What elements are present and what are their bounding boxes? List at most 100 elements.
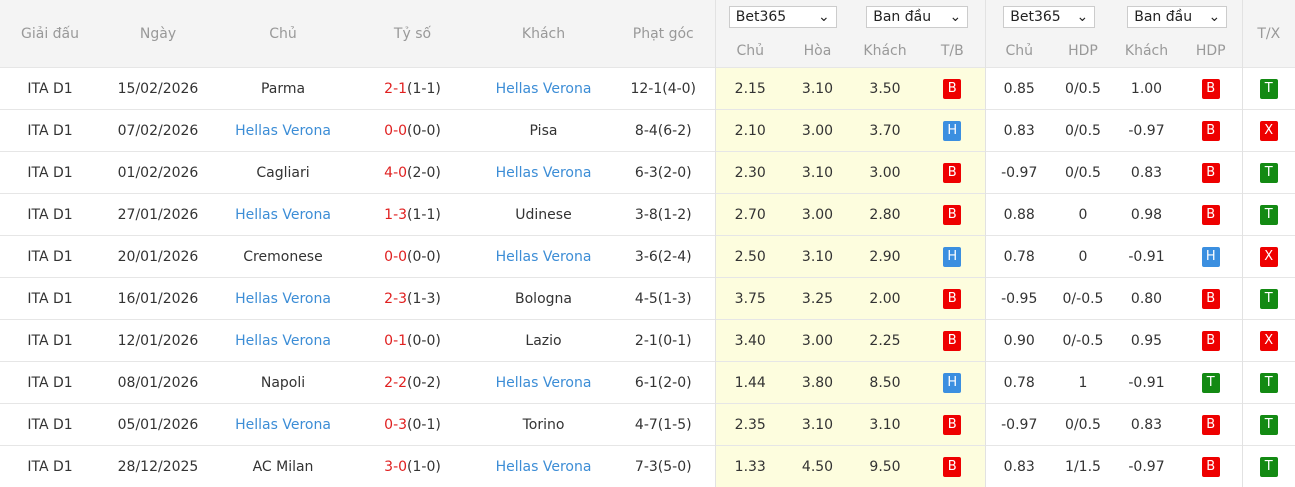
home-team[interactable]: AC Milan bbox=[216, 446, 350, 487]
odds-result-badge: B bbox=[943, 163, 961, 183]
home-team[interactable]: Cagliari bbox=[216, 152, 350, 194]
half-time-score: (0-0) bbox=[407, 333, 441, 349]
header-odds-draw: Hòa bbox=[785, 34, 850, 68]
hdp-result: B bbox=[1180, 68, 1242, 110]
score[interactable]: 4-0(2-0) bbox=[350, 152, 475, 194]
corners: 3-6(2-4) bbox=[612, 236, 715, 278]
match-row[interactable]: ITA D1 12/01/2026 Hellas Verona 0-1(0-0)… bbox=[0, 320, 1295, 362]
home-team[interactable]: Hellas Verona bbox=[216, 194, 350, 236]
match-row[interactable]: ITA D1 01/02/2026 Cagliari 4-0(2-0) Hell… bbox=[0, 152, 1295, 194]
date: 05/01/2026 bbox=[100, 404, 216, 446]
date: 16/01/2026 bbox=[100, 278, 216, 320]
odds-away: 9.50 bbox=[850, 446, 920, 487]
match-row[interactable]: ITA D1 20/01/2026 Cremonese 0-0(0-0) Hel… bbox=[0, 236, 1295, 278]
home-team[interactable]: Napoli bbox=[216, 362, 350, 404]
match-row[interactable]: ITA D1 07/02/2026 Hellas Verona 0-0(0-0)… bbox=[0, 110, 1295, 152]
ou-result: T bbox=[1242, 278, 1295, 320]
away-team[interactable]: Torino bbox=[475, 404, 612, 446]
hdp-line: 1 bbox=[1053, 362, 1113, 404]
match-row[interactable]: ITA D1 28/12/2025 AC Milan 3-0(1-0) Hell… bbox=[0, 446, 1295, 487]
corners: 12-1(4-0) bbox=[612, 68, 715, 110]
score[interactable]: 2-1(1-1) bbox=[350, 68, 475, 110]
odds-bookmaker-value: Bet365 bbox=[736, 9, 786, 25]
hdp-type-value: Ban đầu bbox=[1134, 9, 1192, 25]
header-odds-result: T/B bbox=[920, 34, 985, 68]
away-team[interactable]: Pisa bbox=[475, 110, 612, 152]
odds-result-badge: B bbox=[943, 205, 961, 225]
away-team[interactable]: Hellas Verona bbox=[475, 236, 612, 278]
ou-result-badge: T bbox=[1260, 457, 1278, 477]
corners: 8-4(6-2) bbox=[612, 110, 715, 152]
away-team[interactable]: Hellas Verona bbox=[475, 362, 612, 404]
hdp-home: -0.97 bbox=[985, 152, 1053, 194]
score[interactable]: 1-3(1-1) bbox=[350, 194, 475, 236]
chevron-down-icon: ⌄ bbox=[818, 9, 830, 25]
score[interactable]: 0-0(0-0) bbox=[350, 110, 475, 152]
ou-result: X bbox=[1242, 320, 1295, 362]
hdp-result: B bbox=[1180, 152, 1242, 194]
league: ITA D1 bbox=[0, 110, 100, 152]
ou-result-badge: X bbox=[1260, 331, 1278, 351]
odds-type-select[interactable]: Ban đầu⌄ bbox=[866, 6, 968, 28]
odds-bookmaker-select[interactable]: Bet365 ⌄ bbox=[729, 6, 837, 28]
odds-home: 2.70 bbox=[715, 194, 785, 236]
match-row[interactable]: ITA D1 15/02/2026 Parma 2-1(1-1) Hellas … bbox=[0, 68, 1295, 110]
header-league: Giải đấu bbox=[0, 0, 100, 68]
odds-away: 2.90 bbox=[850, 236, 920, 278]
league: ITA D1 bbox=[0, 446, 100, 487]
chevron-down-icon: ⌄ bbox=[1209, 9, 1221, 25]
full-time-score: 0-0 bbox=[384, 123, 407, 139]
header-odds-away: Khách bbox=[850, 34, 920, 68]
match-row[interactable]: ITA D1 16/01/2026 Hellas Verona 2-3(1-3)… bbox=[0, 278, 1295, 320]
match-row[interactable]: ITA D1 05/01/2026 Hellas Verona 0-3(0-1)… bbox=[0, 404, 1295, 446]
odds-draw: 3.00 bbox=[785, 320, 850, 362]
hdp-type-select[interactable]: Ban đầu ⌄ bbox=[1127, 6, 1227, 28]
score[interactable]: 0-0(0-0) bbox=[350, 236, 475, 278]
hdp-line: 0/0.5 bbox=[1053, 404, 1113, 446]
ou-result: T bbox=[1242, 152, 1295, 194]
half-time-score: (0-2) bbox=[407, 375, 441, 391]
odds-away: 3.70 bbox=[850, 110, 920, 152]
odds-home: 2.30 bbox=[715, 152, 785, 194]
away-team[interactable]: Hellas Verona bbox=[475, 446, 612, 487]
odds-result-badge: B bbox=[943, 79, 961, 99]
hdp-home: -0.95 bbox=[985, 278, 1053, 320]
score[interactable]: 2-2(0-2) bbox=[350, 362, 475, 404]
hdp-bookmaker-select[interactable]: Bet365⌄ bbox=[1003, 6, 1095, 28]
hdp-result: B bbox=[1180, 320, 1242, 362]
hdp-line: 0/-0.5 bbox=[1053, 320, 1113, 362]
odds-result-badge: H bbox=[943, 247, 961, 267]
away-team[interactable]: Hellas Verona bbox=[475, 68, 612, 110]
hdp-line: 1/1.5 bbox=[1053, 446, 1113, 487]
hdp-result-badge: B bbox=[1202, 289, 1220, 309]
half-time-score: (0-0) bbox=[407, 123, 441, 139]
score[interactable]: 2-3(1-3) bbox=[350, 278, 475, 320]
score[interactable]: 0-3(0-1) bbox=[350, 404, 475, 446]
match-row[interactable]: ITA D1 08/01/2026 Napoli 2-2(0-2) Hellas… bbox=[0, 362, 1295, 404]
away-team[interactable]: Hellas Verona bbox=[475, 152, 612, 194]
home-team[interactable]: Parma bbox=[216, 68, 350, 110]
ou-result-badge: X bbox=[1260, 247, 1278, 267]
header-score: Tỷ số bbox=[350, 0, 475, 68]
away-team[interactable]: Udinese bbox=[475, 194, 612, 236]
ou-result-badge: T bbox=[1260, 373, 1278, 393]
odds-result-badge: H bbox=[943, 373, 961, 393]
away-team[interactable]: Lazio bbox=[475, 320, 612, 362]
score[interactable]: 0-1(0-0) bbox=[350, 320, 475, 362]
home-team[interactable]: Cremonese bbox=[216, 236, 350, 278]
home-team[interactable]: Hellas Verona bbox=[216, 278, 350, 320]
header-date: Ngày bbox=[100, 0, 216, 68]
ou-result-badge: T bbox=[1260, 289, 1278, 309]
home-team[interactable]: Hellas Verona bbox=[216, 110, 350, 152]
hdp-away: -0.97 bbox=[1113, 110, 1180, 152]
odds-home: 2.35 bbox=[715, 404, 785, 446]
home-team[interactable]: Hellas Verona bbox=[216, 404, 350, 446]
match-row[interactable]: ITA D1 27/01/2026 Hellas Verona 1-3(1-1)… bbox=[0, 194, 1295, 236]
away-team[interactable]: Bologna bbox=[475, 278, 612, 320]
score[interactable]: 3-0(1-0) bbox=[350, 446, 475, 487]
hdp-result: B bbox=[1180, 194, 1242, 236]
odds-result-badge: B bbox=[943, 457, 961, 477]
ou-result-badge: X bbox=[1260, 121, 1278, 141]
home-team[interactable]: Hellas Verona bbox=[216, 320, 350, 362]
full-time-score: 0-1 bbox=[384, 333, 407, 349]
